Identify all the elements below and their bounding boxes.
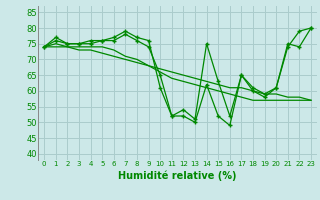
X-axis label: Humidité relative (%): Humidité relative (%) (118, 170, 237, 181)
